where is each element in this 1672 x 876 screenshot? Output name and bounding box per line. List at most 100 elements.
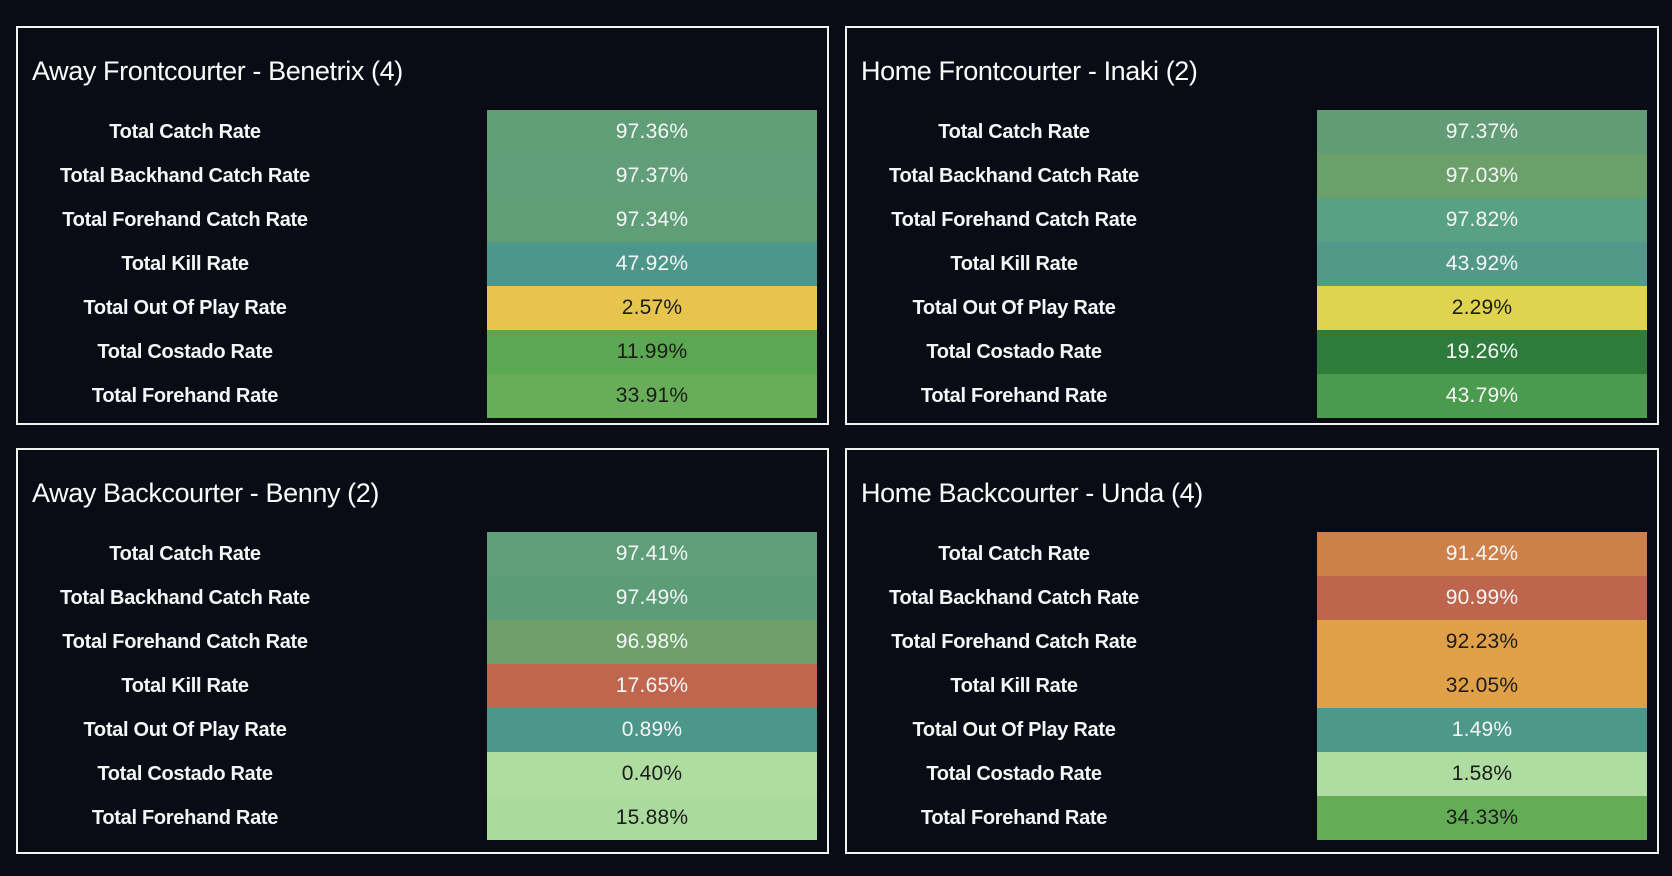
metric-label: Total Backhand Catch Rate <box>889 164 1139 187</box>
table-row: Total Backhand Catch Rate 97.03% <box>847 154 1657 198</box>
table-row: Total Out Of Play Rate 2.57% <box>18 286 827 330</box>
row-spacer <box>352 198 487 242</box>
table-row: Total Backhand Catch Rate 97.37% <box>18 154 827 198</box>
table-row: Total Out Of Play Rate 0.89% <box>18 708 827 752</box>
metric-value-cell[interactable]: 1.49% <box>1317 708 1647 752</box>
panel-title: Away Backcourter - Benny (2) <box>32 478 379 508</box>
metric-label: Total Costado Rate <box>926 762 1102 785</box>
metric-label: Total Backhand Catch Rate <box>60 164 310 187</box>
metric-value-cell[interactable]: 0.40% <box>487 752 817 796</box>
metric-label: Total Kill Rate <box>121 252 249 275</box>
row-spacer <box>352 664 487 708</box>
row-spacer <box>352 330 487 374</box>
metric-value-cell[interactable]: 43.92% <box>1317 242 1647 286</box>
table-row: Total Forehand Catch Rate 92.23% <box>847 620 1657 664</box>
metric-value-cell[interactable]: 2.29% <box>1317 286 1647 330</box>
row-spacer <box>1181 374 1317 418</box>
row-spacer <box>352 796 487 840</box>
metric-label: Total Catch Rate <box>109 542 261 565</box>
metric-label: Total Backhand Catch Rate <box>60 586 310 609</box>
metric-label: Total Costado Rate <box>97 340 273 363</box>
table-row: Total Kill Rate 17.65% <box>18 664 827 708</box>
metric-value-cell[interactable]: 92.23% <box>1317 620 1647 664</box>
metric-value-cell[interactable]: 47.92% <box>487 242 817 286</box>
metric-label: Total Out Of Play Rate <box>912 718 1116 741</box>
metric-value-cell[interactable]: 43.79% <box>1317 374 1647 418</box>
metric-label: Total Forehand Rate <box>91 806 279 829</box>
metric-table: Total Catch Rate 97.41% Total Backhand C… <box>18 532 827 840</box>
table-row: Total Costado Rate 0.40% <box>18 752 827 796</box>
metric-label: Total Kill Rate <box>950 674 1078 697</box>
metric-label: Total Costado Rate <box>97 762 273 785</box>
row-spacer <box>1181 198 1317 242</box>
metric-value-cell[interactable]: 2.57% <box>487 286 817 330</box>
table-row: Total Forehand Rate 15.88% <box>18 796 827 840</box>
table-row: Total Forehand Catch Rate 96.98% <box>18 620 827 664</box>
panel-home-backcourter: Home Backcourter - Unda (4) Total Catch … <box>845 448 1659 854</box>
metric-value-cell[interactable]: 97.37% <box>1317 110 1647 154</box>
metric-label: Total Costado Rate <box>926 340 1102 363</box>
metric-value-cell[interactable]: 32.05% <box>1317 664 1647 708</box>
metric-label: Total Forehand Catch Rate <box>891 630 1137 653</box>
metric-label: Total Kill Rate <box>121 674 249 697</box>
panel-away-backcourter: Away Backcourter - Benny (2) Total Catch… <box>16 448 829 854</box>
row-spacer <box>1181 532 1317 576</box>
table-row: Total Forehand Rate 34.33% <box>847 796 1657 840</box>
metric-label: Total Catch Rate <box>938 542 1090 565</box>
table-row: Total Forehand Rate 33.91% <box>18 374 827 418</box>
row-spacer <box>1181 330 1317 374</box>
row-spacer <box>1181 664 1317 708</box>
row-spacer <box>1181 796 1317 840</box>
metric-value-cell[interactable]: 96.98% <box>487 620 817 664</box>
row-spacer <box>352 154 487 198</box>
metric-value-cell[interactable]: 97.36% <box>487 110 817 154</box>
metric-value-cell[interactable]: 97.82% <box>1317 198 1647 242</box>
metric-label: Total Forehand Catch Rate <box>891 208 1137 231</box>
metric-value-cell[interactable]: 0.89% <box>487 708 817 752</box>
metric-label: Total Out Of Play Rate <box>83 718 287 741</box>
row-spacer <box>1181 620 1317 664</box>
row-spacer <box>352 110 487 154</box>
table-row: Total Kill Rate 32.05% <box>847 664 1657 708</box>
panel-away-frontcourter: Away Frontcourter - Benetrix (4) Total C… <box>16 26 829 425</box>
metric-value-cell[interactable]: 34.33% <box>1317 796 1647 840</box>
table-row: Total Kill Rate 47.92% <box>18 242 827 286</box>
row-spacer <box>1181 286 1317 330</box>
metric-value-cell[interactable]: 17.65% <box>487 664 817 708</box>
metric-label: Total Catch Rate <box>109 120 261 143</box>
table-row: Total Costado Rate 1.58% <box>847 752 1657 796</box>
metric-value-cell[interactable]: 90.99% <box>1317 576 1647 620</box>
row-spacer <box>352 286 487 330</box>
row-spacer <box>352 708 487 752</box>
metric-value-cell[interactable]: 97.03% <box>1317 154 1647 198</box>
row-spacer <box>352 374 487 418</box>
table-row: Total Catch Rate 97.36% <box>18 110 827 154</box>
row-spacer <box>1181 752 1317 796</box>
panel-title: Home Backcourter - Unda (4) <box>861 478 1203 508</box>
row-spacer <box>1181 110 1317 154</box>
metric-label: Total Forehand Rate <box>91 384 279 407</box>
metric-label: Total Forehand Rate <box>920 806 1108 829</box>
metric-value-cell[interactable]: 1.58% <box>1317 752 1647 796</box>
table-row: Total Forehand Rate 43.79% <box>847 374 1657 418</box>
metric-value-cell[interactable]: 97.41% <box>487 532 817 576</box>
metric-value-cell[interactable]: 33.91% <box>487 374 817 418</box>
metric-value-cell[interactable]: 97.49% <box>487 576 817 620</box>
metric-value-cell[interactable]: 91.42% <box>1317 532 1647 576</box>
metric-value-cell[interactable]: 19.26% <box>1317 330 1647 374</box>
table-row: Total Catch Rate 97.37% <box>847 110 1657 154</box>
metric-value-cell[interactable]: 97.37% <box>487 154 817 198</box>
table-row: Total Costado Rate 19.26% <box>847 330 1657 374</box>
metric-table: Total Catch Rate 97.37% Total Backhand C… <box>847 110 1657 418</box>
metric-value-cell[interactable]: 15.88% <box>487 796 817 840</box>
row-spacer <box>352 576 487 620</box>
table-row: Total Kill Rate 43.92% <box>847 242 1657 286</box>
metric-value-cell[interactable]: 97.34% <box>487 198 817 242</box>
metric-value-cell[interactable]: 11.99% <box>487 330 817 374</box>
metric-label: Total Out Of Play Rate <box>912 296 1116 319</box>
metric-label: Total Out Of Play Rate <box>83 296 287 319</box>
table-row: Total Backhand Catch Rate 90.99% <box>847 576 1657 620</box>
metric-table: Total Catch Rate 91.42% Total Backhand C… <box>847 532 1657 840</box>
metric-label: Total Catch Rate <box>938 120 1090 143</box>
row-spacer <box>1181 242 1317 286</box>
